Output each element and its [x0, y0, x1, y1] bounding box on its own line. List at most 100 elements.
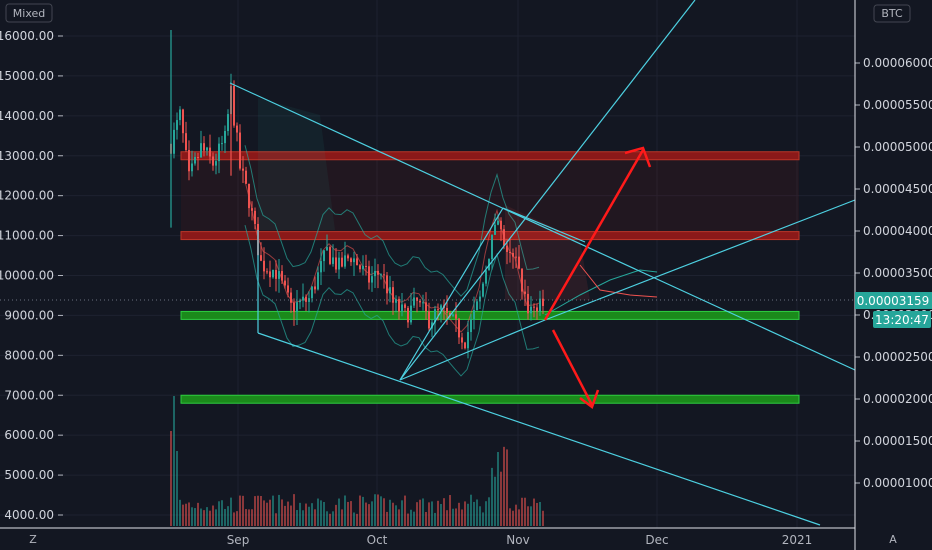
base-line: [399, 319, 546, 381]
candle-body: [335, 257, 337, 270]
right-tick-label: 0.00004500: [863, 182, 932, 196]
mode-badge[interactable]: [5, 3, 53, 23]
volume-bar: [209, 510, 211, 526]
volume-bar: [224, 508, 226, 526]
time-axis-panel[interactable]: [0, 528, 932, 550]
candle-body: [281, 271, 283, 281]
candle-body: [452, 314, 454, 317]
candle-body: [251, 208, 253, 211]
volume-bar: [185, 503, 187, 526]
volume-bar: [494, 476, 496, 526]
candle-body: [467, 332, 469, 349]
right-tick-label: 0.00005000: [863, 140, 932, 154]
up-arrow-head: [624, 146, 652, 168]
upper-band: [244, 145, 540, 297]
left-tick-label: 8000.00: [4, 348, 54, 362]
time-axis[interactable]: Sep Oct Nov Dec 2021: [227, 533, 813, 547]
right-axis-panel[interactable]: [855, 0, 932, 528]
currency-badge[interactable]: [873, 4, 911, 23]
candle-body: [434, 309, 436, 323]
candle-body: [314, 286, 316, 290]
volume-bar: [251, 509, 253, 526]
volume-bar: [347, 501, 349, 526]
volume-bar: [170, 431, 172, 526]
band-fill: [505, 205, 590, 300]
candle-body: [383, 274, 385, 276]
candle-body: [407, 307, 409, 323]
volume-bar: [302, 510, 304, 526]
right-tick-label: 0.00005500: [863, 98, 932, 112]
volume-bar: [443, 498, 445, 526]
volume-bar: [269, 499, 271, 526]
candle-body: [311, 286, 313, 299]
right-tick-label: 0.00001000: [863, 476, 932, 490]
volume-bar: [197, 502, 199, 526]
volume-bar: [314, 509, 316, 526]
volume-bar: [425, 511, 427, 526]
candle-body: [203, 143, 205, 151]
candle-body: [206, 147, 208, 151]
volume-bar: [188, 502, 190, 526]
candle-body: [440, 305, 442, 310]
candle-body: [368, 266, 370, 283]
candle-body: [200, 143, 202, 158]
countdown-value: 13:20:47: [875, 313, 929, 327]
candle-body: [347, 255, 349, 259]
volume-bar: [503, 446, 505, 526]
candle-body: [500, 220, 502, 230]
candle-body: [353, 258, 355, 263]
candle-body: [473, 310, 475, 320]
plot-area[interactable]: [0, 0, 855, 528]
volume-bar: [518, 509, 520, 526]
candle-body: [329, 247, 331, 264]
candle-body: [218, 143, 220, 162]
volume-bar: [173, 396, 175, 526]
volume-bar: [467, 503, 469, 526]
volume-bar: [362, 496, 364, 526]
candle-body: [401, 304, 403, 312]
candle-body: [539, 298, 541, 312]
auto-scale-icon[interactable]: A: [889, 533, 897, 546]
candle-body: [392, 287, 394, 303]
volume-bar: [440, 503, 442, 526]
candle-body: [413, 297, 415, 306]
volume-bar: [353, 512, 355, 526]
up-arrow: [543, 149, 645, 321]
volume-bar: [398, 509, 400, 526]
volume-bar: [497, 452, 499, 526]
volume-bar: [416, 502, 418, 526]
time-tick-label: Nov: [506, 533, 529, 547]
left-tick-label: 12000.00: [0, 189, 54, 203]
volume-bar: [428, 502, 430, 526]
candle-body: [437, 309, 439, 311]
projection-arrows: [543, 146, 652, 410]
volume-bar: [371, 501, 373, 526]
volume-bar: [242, 495, 244, 526]
right-tick-label: 0.00002000: [863, 392, 932, 406]
volume-bar: [476, 499, 478, 526]
zoom-icon[interactable]: Z: [29, 533, 37, 546]
down-arrow: [551, 329, 594, 406]
down-arrow-head: [579, 389, 600, 410]
candle-body: [338, 257, 340, 270]
resistance-zone: [180, 151, 800, 161]
volume-bar: [308, 506, 310, 526]
candle-body: [254, 210, 256, 224]
volume-bar: [461, 509, 463, 526]
candle-body: [317, 272, 319, 290]
candle-body: [287, 285, 289, 293]
candle-body: [485, 270, 487, 284]
candle-body: [356, 258, 358, 266]
volume-bar: [191, 507, 193, 526]
volume-bar: [203, 510, 205, 526]
left-axis[interactable]: 16000.00 15000.00 14000.00 13000.00 12000.00…: [0, 29, 63, 522]
support-zone: [180, 310, 800, 320]
candle-body: [458, 318, 460, 338]
candle-body: [221, 143, 223, 145]
candle-body: [503, 229, 505, 246]
candle-body: [245, 170, 247, 184]
time-tick-label: Oct: [367, 533, 388, 547]
candle-body: [527, 293, 529, 314]
volume-bar: [335, 504, 337, 526]
